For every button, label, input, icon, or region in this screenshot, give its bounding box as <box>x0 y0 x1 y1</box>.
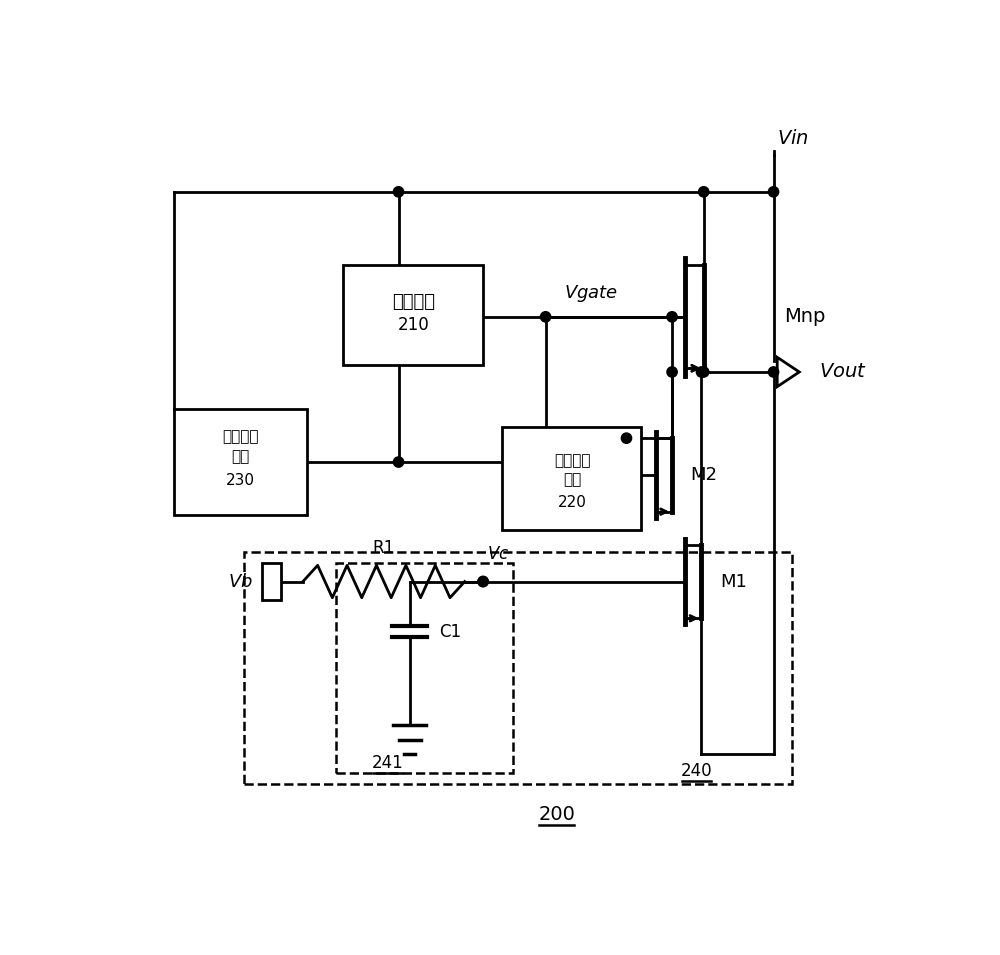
Circle shape <box>393 186 404 197</box>
Text: $Vgate$: $Vgate$ <box>564 283 618 304</box>
Circle shape <box>699 186 709 197</box>
Text: 限流保护: 限流保护 <box>554 453 590 468</box>
Circle shape <box>540 311 551 322</box>
Bar <box>262 563 281 600</box>
Circle shape <box>393 456 404 467</box>
Text: $Vout$: $Vout$ <box>819 363 867 381</box>
Circle shape <box>478 577 488 586</box>
Text: Mnp: Mnp <box>785 308 826 327</box>
Text: 电路: 电路 <box>231 449 250 464</box>
Text: R1: R1 <box>373 539 395 557</box>
Text: M1: M1 <box>720 573 747 590</box>
Text: 驱动电路: 驱动电路 <box>392 293 435 311</box>
Text: 欠压保护: 欠压保护 <box>222 429 259 444</box>
Bar <box>244 552 792 784</box>
Circle shape <box>478 577 488 586</box>
Text: 220: 220 <box>558 496 587 510</box>
Circle shape <box>768 367 779 377</box>
Circle shape <box>621 433 632 443</box>
Text: C1: C1 <box>439 623 461 641</box>
Text: $Vc$: $Vc$ <box>487 544 509 562</box>
Text: 230: 230 <box>226 473 255 488</box>
Text: $Vb$: $Vb$ <box>228 573 253 590</box>
Text: 240: 240 <box>681 761 712 779</box>
Bar <box>343 265 483 365</box>
Circle shape <box>699 367 709 377</box>
Circle shape <box>696 367 707 377</box>
Circle shape <box>667 311 677 322</box>
Bar <box>336 563 512 773</box>
Circle shape <box>768 186 779 197</box>
Text: 200: 200 <box>538 805 575 824</box>
Text: 210: 210 <box>397 316 429 334</box>
Text: M2: M2 <box>690 466 717 484</box>
Bar <box>174 409 307 516</box>
Text: $Vin$: $Vin$ <box>777 129 809 148</box>
Circle shape <box>667 367 677 377</box>
Text: 电路: 电路 <box>563 473 581 488</box>
Text: 241: 241 <box>372 754 403 773</box>
Bar <box>502 427 641 530</box>
Polygon shape <box>777 357 799 387</box>
